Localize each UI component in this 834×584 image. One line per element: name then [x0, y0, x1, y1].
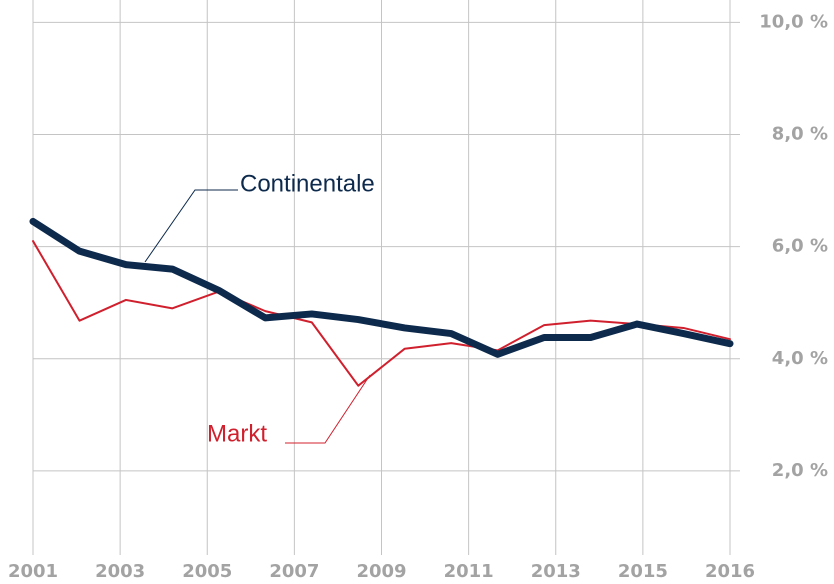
x-tick-label: 2015 — [618, 561, 668, 582]
y-tick-label: 10,0 % — [759, 11, 828, 32]
legend-label: Markt — [207, 420, 267, 447]
x-tick-label: 2013 — [531, 561, 581, 582]
line-series — [29, 217, 734, 358]
legend-label: Continentale — [240, 170, 375, 197]
y-tick-label: 6,0 % — [772, 236, 828, 257]
line-series — [32, 240, 731, 387]
x-tick-label: 2001 — [8, 561, 58, 582]
leader-line — [144, 189, 238, 263]
y-tick-label: 8,0 % — [772, 124, 828, 145]
y-tick-label: 2,0 % — [772, 460, 828, 481]
lines — [29, 217, 734, 387]
grid — [32, 0, 740, 555]
x-tick-label: 2005 — [182, 561, 232, 582]
x-tick-label: 2016 — [705, 561, 755, 582]
x-tick-label: 2003 — [95, 561, 145, 582]
leader-line — [285, 374, 371, 444]
y-tick-label: 4,0 % — [772, 348, 828, 369]
x-tick-label: 2011 — [444, 561, 494, 582]
x-tick-label: 2009 — [356, 561, 406, 582]
x-tick-label: 2007 — [269, 561, 319, 582]
